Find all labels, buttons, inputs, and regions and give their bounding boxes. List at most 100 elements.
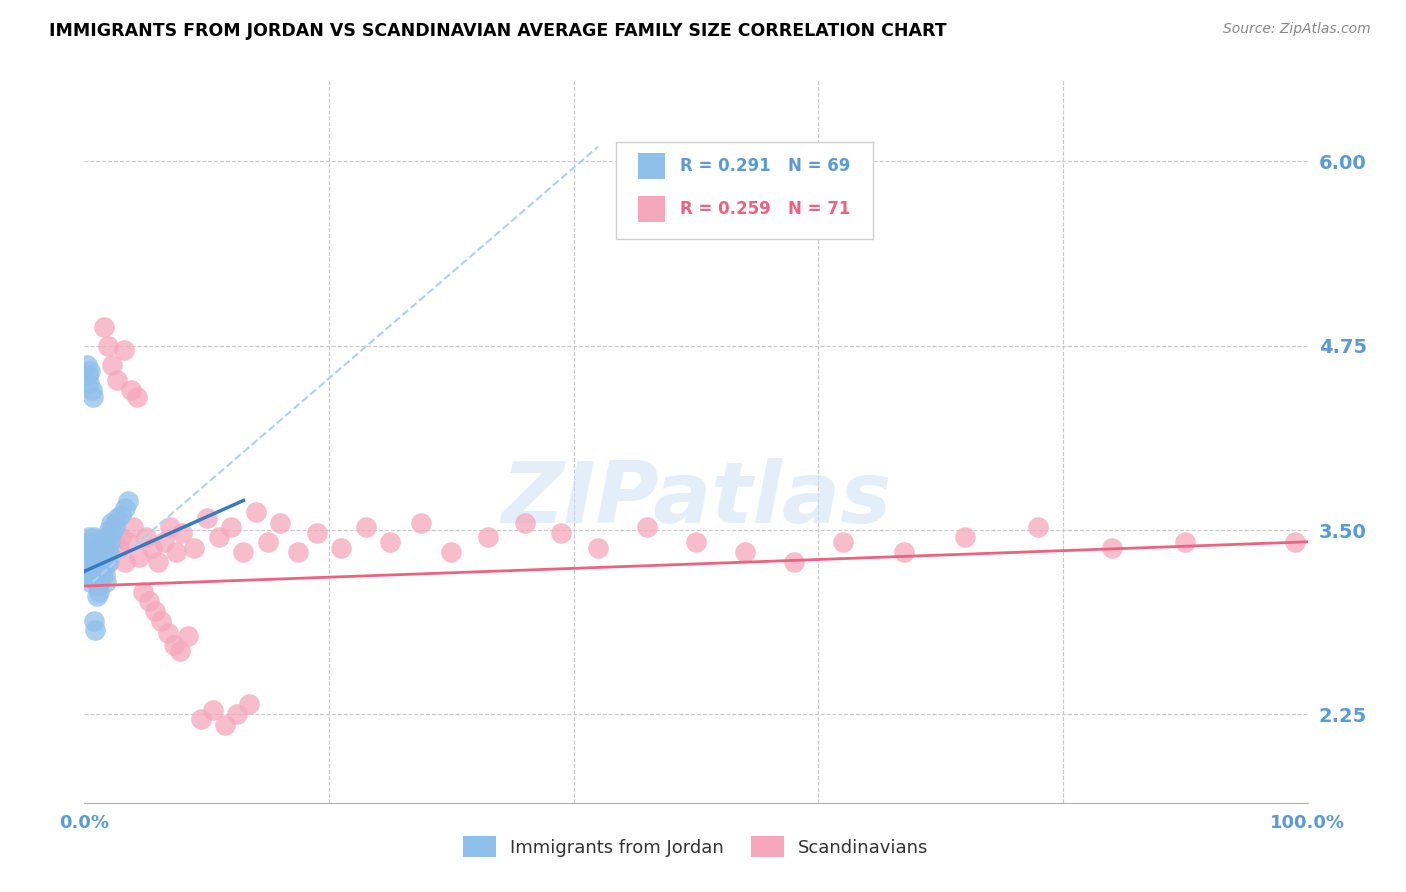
Point	[79, 556, 101, 570]
Point	[330, 541, 353, 555]
Point	[86, 534, 108, 549]
Point	[146, 556, 169, 570]
Point	[84, 624, 107, 638]
Point	[159, 520, 181, 534]
Point	[287, 545, 309, 559]
Point	[77, 556, 100, 570]
Point	[1174, 534, 1197, 549]
Point	[143, 604, 166, 618]
Point	[201, 703, 224, 717]
Point	[128, 549, 150, 564]
Point	[77, 368, 100, 383]
Point	[91, 556, 114, 570]
Point	[87, 564, 110, 578]
Point	[214, 717, 236, 731]
Point	[97, 541, 120, 555]
Point	[269, 516, 291, 530]
Point	[120, 383, 142, 397]
Point	[232, 545, 254, 559]
Point	[195, 511, 218, 525]
Point	[77, 541, 100, 555]
Point	[1028, 520, 1050, 534]
Point	[77, 570, 100, 584]
Point	[104, 516, 127, 530]
Point	[89, 538, 111, 552]
Point	[94, 567, 117, 582]
Point	[110, 530, 132, 544]
Point	[831, 534, 853, 549]
Point	[153, 534, 176, 549]
Point	[75, 560, 97, 574]
Point	[163, 638, 186, 652]
Point	[89, 570, 111, 584]
Point	[190, 712, 212, 726]
Point	[90, 549, 112, 564]
Point	[117, 493, 139, 508]
Point	[101, 358, 124, 372]
Point	[96, 530, 118, 544]
Point	[97, 339, 120, 353]
Point	[208, 530, 231, 544]
Point	[79, 574, 101, 589]
Point	[105, 373, 128, 387]
Point	[135, 530, 157, 544]
Point	[114, 500, 136, 515]
Point	[91, 534, 114, 549]
Point	[257, 534, 280, 549]
Point	[636, 520, 658, 534]
Point	[107, 541, 129, 555]
Point	[183, 541, 205, 555]
Point	[77, 530, 100, 544]
Point	[97, 523, 120, 537]
Point	[79, 364, 101, 378]
Point	[122, 520, 145, 534]
Point	[76, 534, 98, 549]
Point	[734, 545, 756, 559]
Point	[112, 343, 135, 358]
Point	[80, 383, 103, 397]
Point	[125, 390, 148, 404]
Point	[82, 556, 104, 570]
Point	[93, 552, 115, 566]
Point	[77, 564, 100, 578]
Point	[97, 545, 120, 559]
Text: IMMIGRANTS FROM JORDAN VS SCANDINAVIAN AVERAGE FAMILY SIZE CORRELATION CHART: IMMIGRANTS FROM JORDAN VS SCANDINAVIAN A…	[49, 22, 946, 40]
Point	[80, 534, 103, 549]
Point	[169, 644, 191, 658]
Point	[245, 505, 267, 519]
Point	[91, 534, 114, 549]
Point	[783, 556, 806, 570]
Point	[110, 508, 132, 523]
Point	[100, 516, 122, 530]
Point	[93, 319, 115, 334]
Point	[83, 549, 105, 564]
Text: ZIPatlas: ZIPatlas	[501, 458, 891, 541]
Text: R = 0.259   N = 71: R = 0.259 N = 71	[681, 200, 851, 218]
Point	[94, 552, 117, 566]
Point	[354, 520, 377, 534]
Point	[104, 520, 127, 534]
Point	[138, 594, 160, 608]
Point	[132, 585, 155, 599]
Point	[586, 541, 609, 555]
FancyBboxPatch shape	[616, 142, 873, 239]
Point	[105, 511, 128, 525]
Point	[87, 545, 110, 559]
Point	[114, 556, 136, 570]
Point	[100, 525, 122, 540]
Point	[87, 541, 110, 555]
Point	[86, 564, 108, 578]
Point	[87, 556, 110, 570]
Point	[141, 541, 163, 555]
Point	[89, 560, 111, 574]
Point	[305, 525, 328, 540]
Point	[82, 570, 104, 584]
Point	[477, 530, 499, 544]
Point	[150, 615, 173, 629]
Point	[1284, 534, 1306, 549]
Point	[97, 556, 120, 570]
Point	[80, 552, 103, 566]
Text: R = 0.291   N = 69: R = 0.291 N = 69	[681, 157, 851, 175]
Point	[90, 564, 112, 578]
Point	[101, 525, 124, 540]
